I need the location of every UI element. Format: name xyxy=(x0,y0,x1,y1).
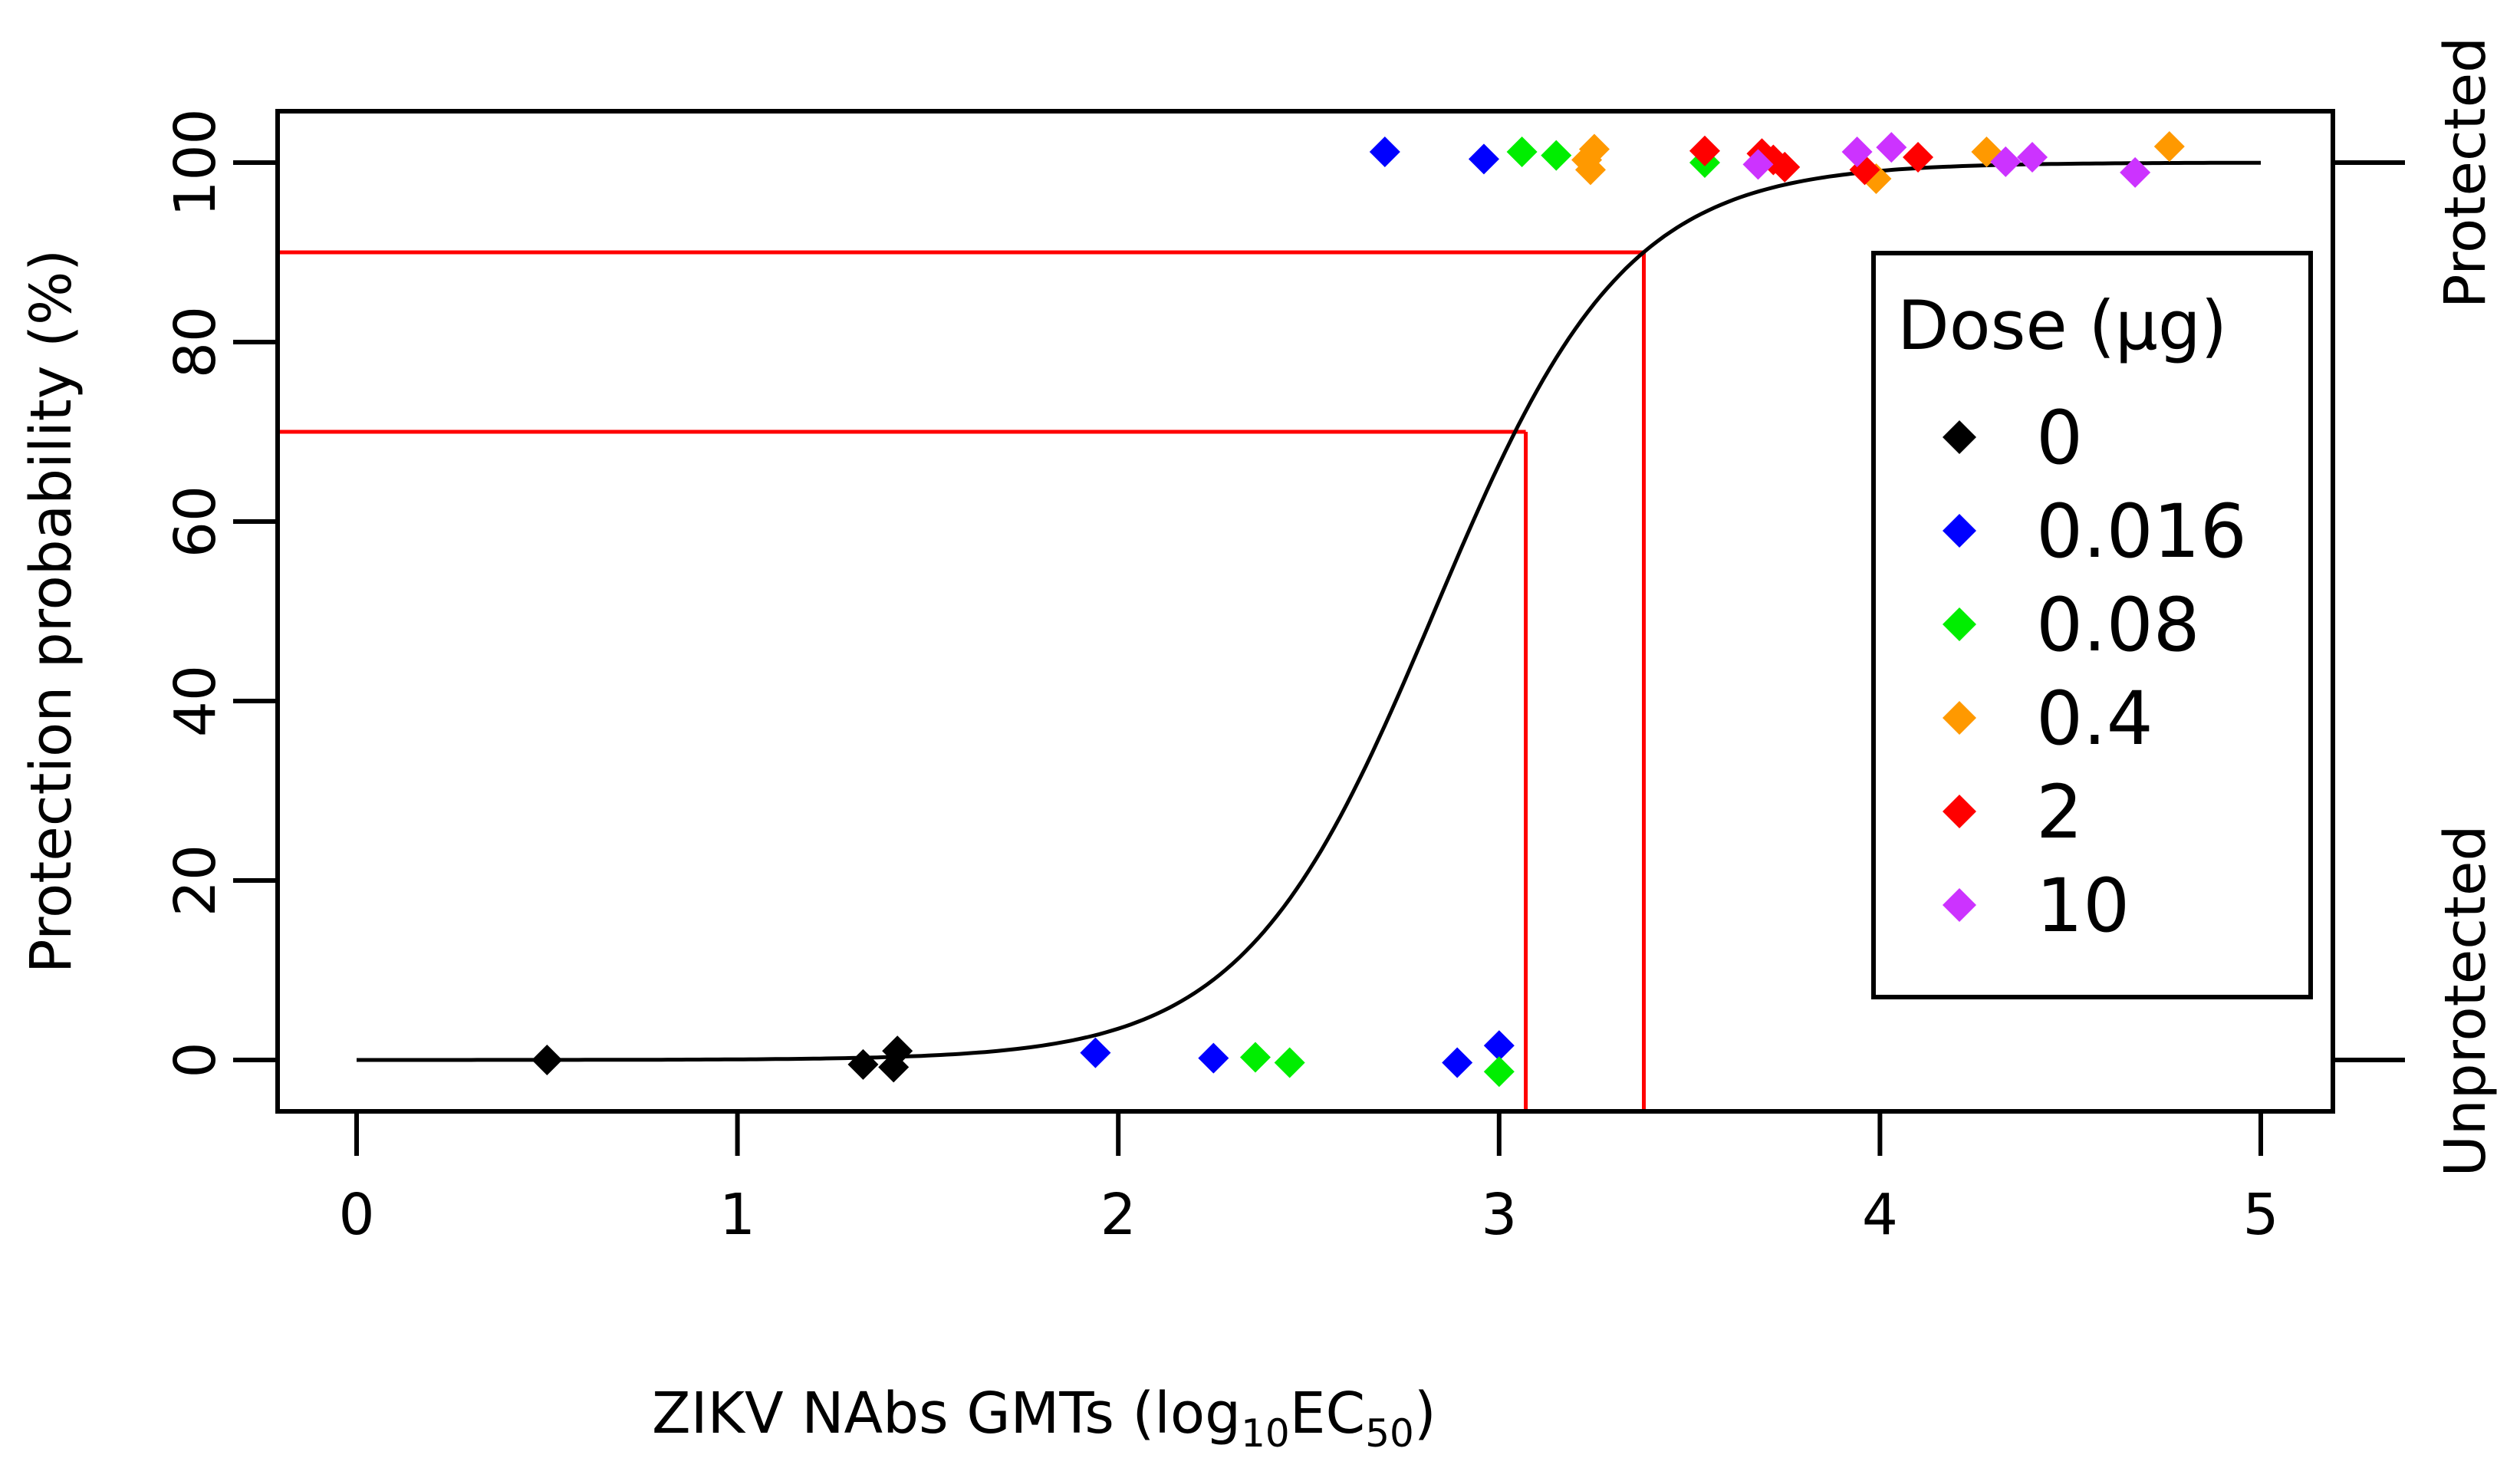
legend-marker-dose-10 xyxy=(1943,888,1976,922)
legend-label-dose-0_016: 0.016 xyxy=(2036,489,2247,574)
x-axis-title-sub1: 10 xyxy=(1241,1411,1290,1456)
data-point-dose-2 xyxy=(1689,135,1720,166)
legend-marker-dose-0 xyxy=(1943,420,1976,454)
x-tick-label: 3 xyxy=(1481,1182,1517,1248)
legend-label-dose-10: 10 xyxy=(2036,863,2130,949)
legend-marker-dose-0_08 xyxy=(1943,607,1976,641)
y-tick-label: 100 xyxy=(163,108,229,216)
x-tick-label: 0 xyxy=(338,1182,374,1248)
data-point-dose-0_016 xyxy=(1198,1042,1229,1074)
legend-title: Dose (µg) xyxy=(1897,286,2227,365)
legend-marker-dose-2 xyxy=(1943,795,1976,828)
data-point-dose-10 xyxy=(1990,146,2022,177)
data-point-dose-0_016 xyxy=(1483,1030,1515,1062)
data-point-dose-0 xyxy=(878,1052,910,1083)
data-point-dose-0 xyxy=(531,1045,563,1075)
protected-label: Protected xyxy=(2433,37,2499,308)
threshold-lines xyxy=(278,250,1647,1111)
x-tick-label: 5 xyxy=(2242,1182,2278,1248)
x-tick-label: 2 xyxy=(1100,1182,1137,1248)
x-axis-title: ZIKV NAbs GMTs (log10EC50) xyxy=(652,1381,1436,1456)
data-point-dose-0_016 xyxy=(1468,143,1499,175)
legend-label-dose-2: 2 xyxy=(2036,769,2083,855)
legend-label-dose-0: 0 xyxy=(2036,395,2083,481)
data-point-dose-0_08 xyxy=(1506,136,1538,167)
data-point-dose-0_016 xyxy=(1080,1037,1111,1068)
y-tick-label: 80 xyxy=(163,306,229,378)
legend-label-dose-0_4: 0.4 xyxy=(2036,676,2153,762)
y-tick-label: 0 xyxy=(163,1042,229,1078)
y-tick-label: 60 xyxy=(163,485,229,558)
data-point-dose-10 xyxy=(2017,141,2048,173)
data-point-dose-10 xyxy=(1876,132,1907,163)
data-points-layer xyxy=(531,130,2185,1088)
legend-label-dose-0_08: 0.08 xyxy=(2036,582,2200,668)
x-axis-title-end: ) xyxy=(1414,1381,1436,1447)
data-point-dose-0_08 xyxy=(1274,1047,1305,1078)
y-axis-ticks: 0 20 40 60 80 100 xyxy=(163,108,278,1078)
x-axis-title-mid: EC xyxy=(1290,1381,1365,1447)
x-tick-label: 4 xyxy=(1862,1182,1898,1248)
x-axis-ticks: 0 1 2 3 4 5 xyxy=(338,1111,2279,1248)
data-point-dose-0_016 xyxy=(1442,1047,1473,1078)
data-point-dose-0_08 xyxy=(1239,1042,1271,1073)
unprotected-label: Unprotected xyxy=(2433,825,2499,1177)
y-tick-label: 20 xyxy=(163,844,229,917)
fit-curve-line xyxy=(357,160,2261,1062)
data-point-dose-0_4 xyxy=(2153,130,2185,162)
y-tick-label: 40 xyxy=(163,665,229,737)
data-point-dose-2 xyxy=(1903,141,1934,173)
data-point-dose-0_4 xyxy=(1574,154,1606,186)
data-point-dose-0_08 xyxy=(1483,1056,1515,1088)
data-point-dose-10 xyxy=(1841,136,1873,167)
data-point-dose-2 xyxy=(1769,151,1801,183)
x-tick-label: 1 xyxy=(719,1182,755,1248)
data-point-dose-0 xyxy=(847,1048,879,1080)
legend-marker-dose-0_016 xyxy=(1943,514,1976,548)
data-point-dose-0_08 xyxy=(1541,140,1572,171)
data-point-dose-10 xyxy=(2120,156,2151,188)
y-axis-title: Protection probability (%) xyxy=(18,249,84,973)
legend-marker-dose-0_4 xyxy=(1943,701,1976,735)
data-point-dose-0_016 xyxy=(1369,136,1400,167)
x-axis-title-main: ZIKV NAbs GMTs (log xyxy=(652,1381,1241,1447)
fit-curve-layer xyxy=(357,160,2261,1062)
x-axis-title-sub2: 50 xyxy=(1365,1411,1414,1456)
data-point-dose-10 xyxy=(1742,149,1774,180)
